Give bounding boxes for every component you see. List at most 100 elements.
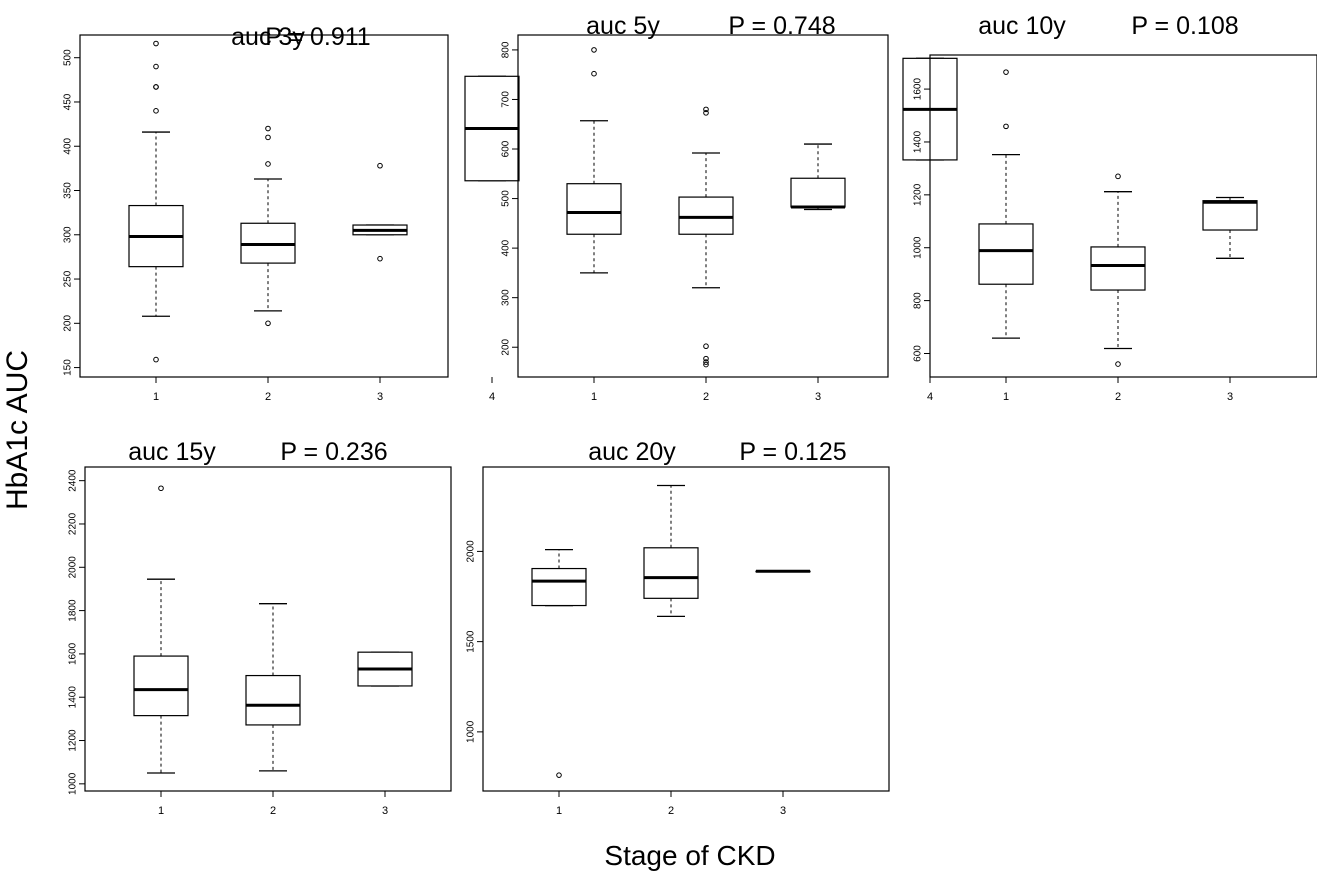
x-tick-label: 3 [815,391,821,403]
box-1 [133,485,189,774]
outlier-point [153,84,159,90]
outlier-point [158,485,164,492]
x-tick-label: 2 [270,805,276,817]
y-axis-label: HbA1c AUC [1,349,34,511]
y-tick-label: 1800 [68,599,79,622]
outlier-point [377,255,383,262]
x-axis-label: Stage of CKD [604,840,776,871]
iqr-box [566,183,622,235]
y-tick-label: 1600 [913,78,924,101]
outlier-point [153,356,159,363]
plot-frame [79,34,449,378]
x-tick-label: 3 [780,805,786,817]
box-1 [566,47,622,274]
y-tick-label: 450 [63,93,74,110]
panel-1: auc 3yP = 0.911 150 200 250 300 350 400 450 500 1… [63,23,520,403]
box-3 [357,651,413,687]
y-tick-label: 600 [501,140,512,157]
y-tick-label: 400 [63,137,74,154]
y-tick-label: 1600 [68,642,79,665]
plot-frame [482,466,890,792]
iqr-box [790,177,846,208]
panel-title: auc 15y [128,438,216,466]
outlier-point [703,110,709,116]
outlier-point [591,70,597,77]
x-tick-label: 1 [153,391,159,403]
panel-title: auc 3y [231,23,305,51]
outlier-point [265,125,271,132]
x-tick-label: 1 [1003,391,1009,403]
panel-title: auc 20y [588,438,676,466]
box-3 [1202,196,1258,259]
y-tick-label: 700 [501,91,512,108]
outlier-point [703,361,709,368]
outlier-point [265,320,271,327]
outlier-point [591,47,597,53]
outlier-point [153,63,159,70]
y-tick-label: 350 [63,182,74,199]
y-tick-label: 2000 [466,540,477,563]
box-1 [978,69,1034,339]
y-tick-label: 1000 [68,772,79,795]
iqr-box [978,223,1034,285]
iqr-box [1090,246,1146,291]
x-tick-label: 3 [1227,391,1233,403]
box-2 [245,603,301,772]
outlier-point [703,355,709,362]
outlier-point [703,343,709,350]
box-4 [464,75,520,182]
p-value-label: P = 0.108 [1131,12,1238,40]
x-tick-label: 4 [489,391,495,403]
y-tick-label: 1200 [913,183,924,206]
outlier-point [703,106,709,113]
x-tick-label: 1 [556,805,562,817]
outlier-point [556,772,562,778]
panel-title: auc 5y [586,12,660,40]
x-tick-label: 1 [158,805,164,817]
box-2 [240,125,296,327]
outlier-point [1115,173,1121,180]
y-tick-label: 1000 [466,720,477,743]
outlier-point [265,134,271,141]
y-tick-label: 2400 [68,469,79,492]
outlier-point [1003,123,1009,130]
y-tick-label: 200 [501,338,512,355]
y-tick-label: 150 [63,359,74,376]
y-tick-label: 500 [63,49,74,66]
y-tick-label: 1200 [68,729,79,752]
y-tick-label: 600 [913,345,924,362]
iqr-box [245,674,301,726]
y-tick-label: 1000 [913,236,924,259]
p-value-label: P = 0.236 [280,438,387,466]
plot-frame [517,34,889,378]
box-1 [531,548,587,778]
y-tick-label: 400 [501,239,512,256]
box-3 [352,162,408,262]
box-3 [755,569,811,573]
x-tick-label: 3 [382,805,388,817]
y-tick-label: 250 [63,270,74,287]
plot-frame [929,54,1317,378]
y-tick-label: 800 [913,292,924,309]
y-tick-label: 800 [501,41,512,58]
box-2 [1090,173,1146,367]
iqr-box [1202,200,1258,231]
y-tick-label: 300 [501,289,512,306]
panel-3: auc 10y P = 0.108 600 800 1000 1200 1400 1600 1 2… [913,12,1317,403]
x-tick-label: 2 [1115,391,1121,403]
y-tick-label: 1500 [466,630,477,653]
x-tick-label: 3 [377,391,383,403]
iqr-box [678,196,734,235]
y-tick-label: 1400 [913,130,924,153]
panel-title: auc 10y [978,12,1066,40]
box-3 [790,143,846,211]
y-tick-label: 500 [501,190,512,207]
outlier-point [377,162,383,169]
plot-frame [84,466,452,792]
outlier-point [703,359,709,365]
box-1 [128,40,184,363]
box-2 [643,484,699,618]
y-tick-label: 1400 [68,686,79,709]
y-tick-label: 2200 [68,512,79,535]
